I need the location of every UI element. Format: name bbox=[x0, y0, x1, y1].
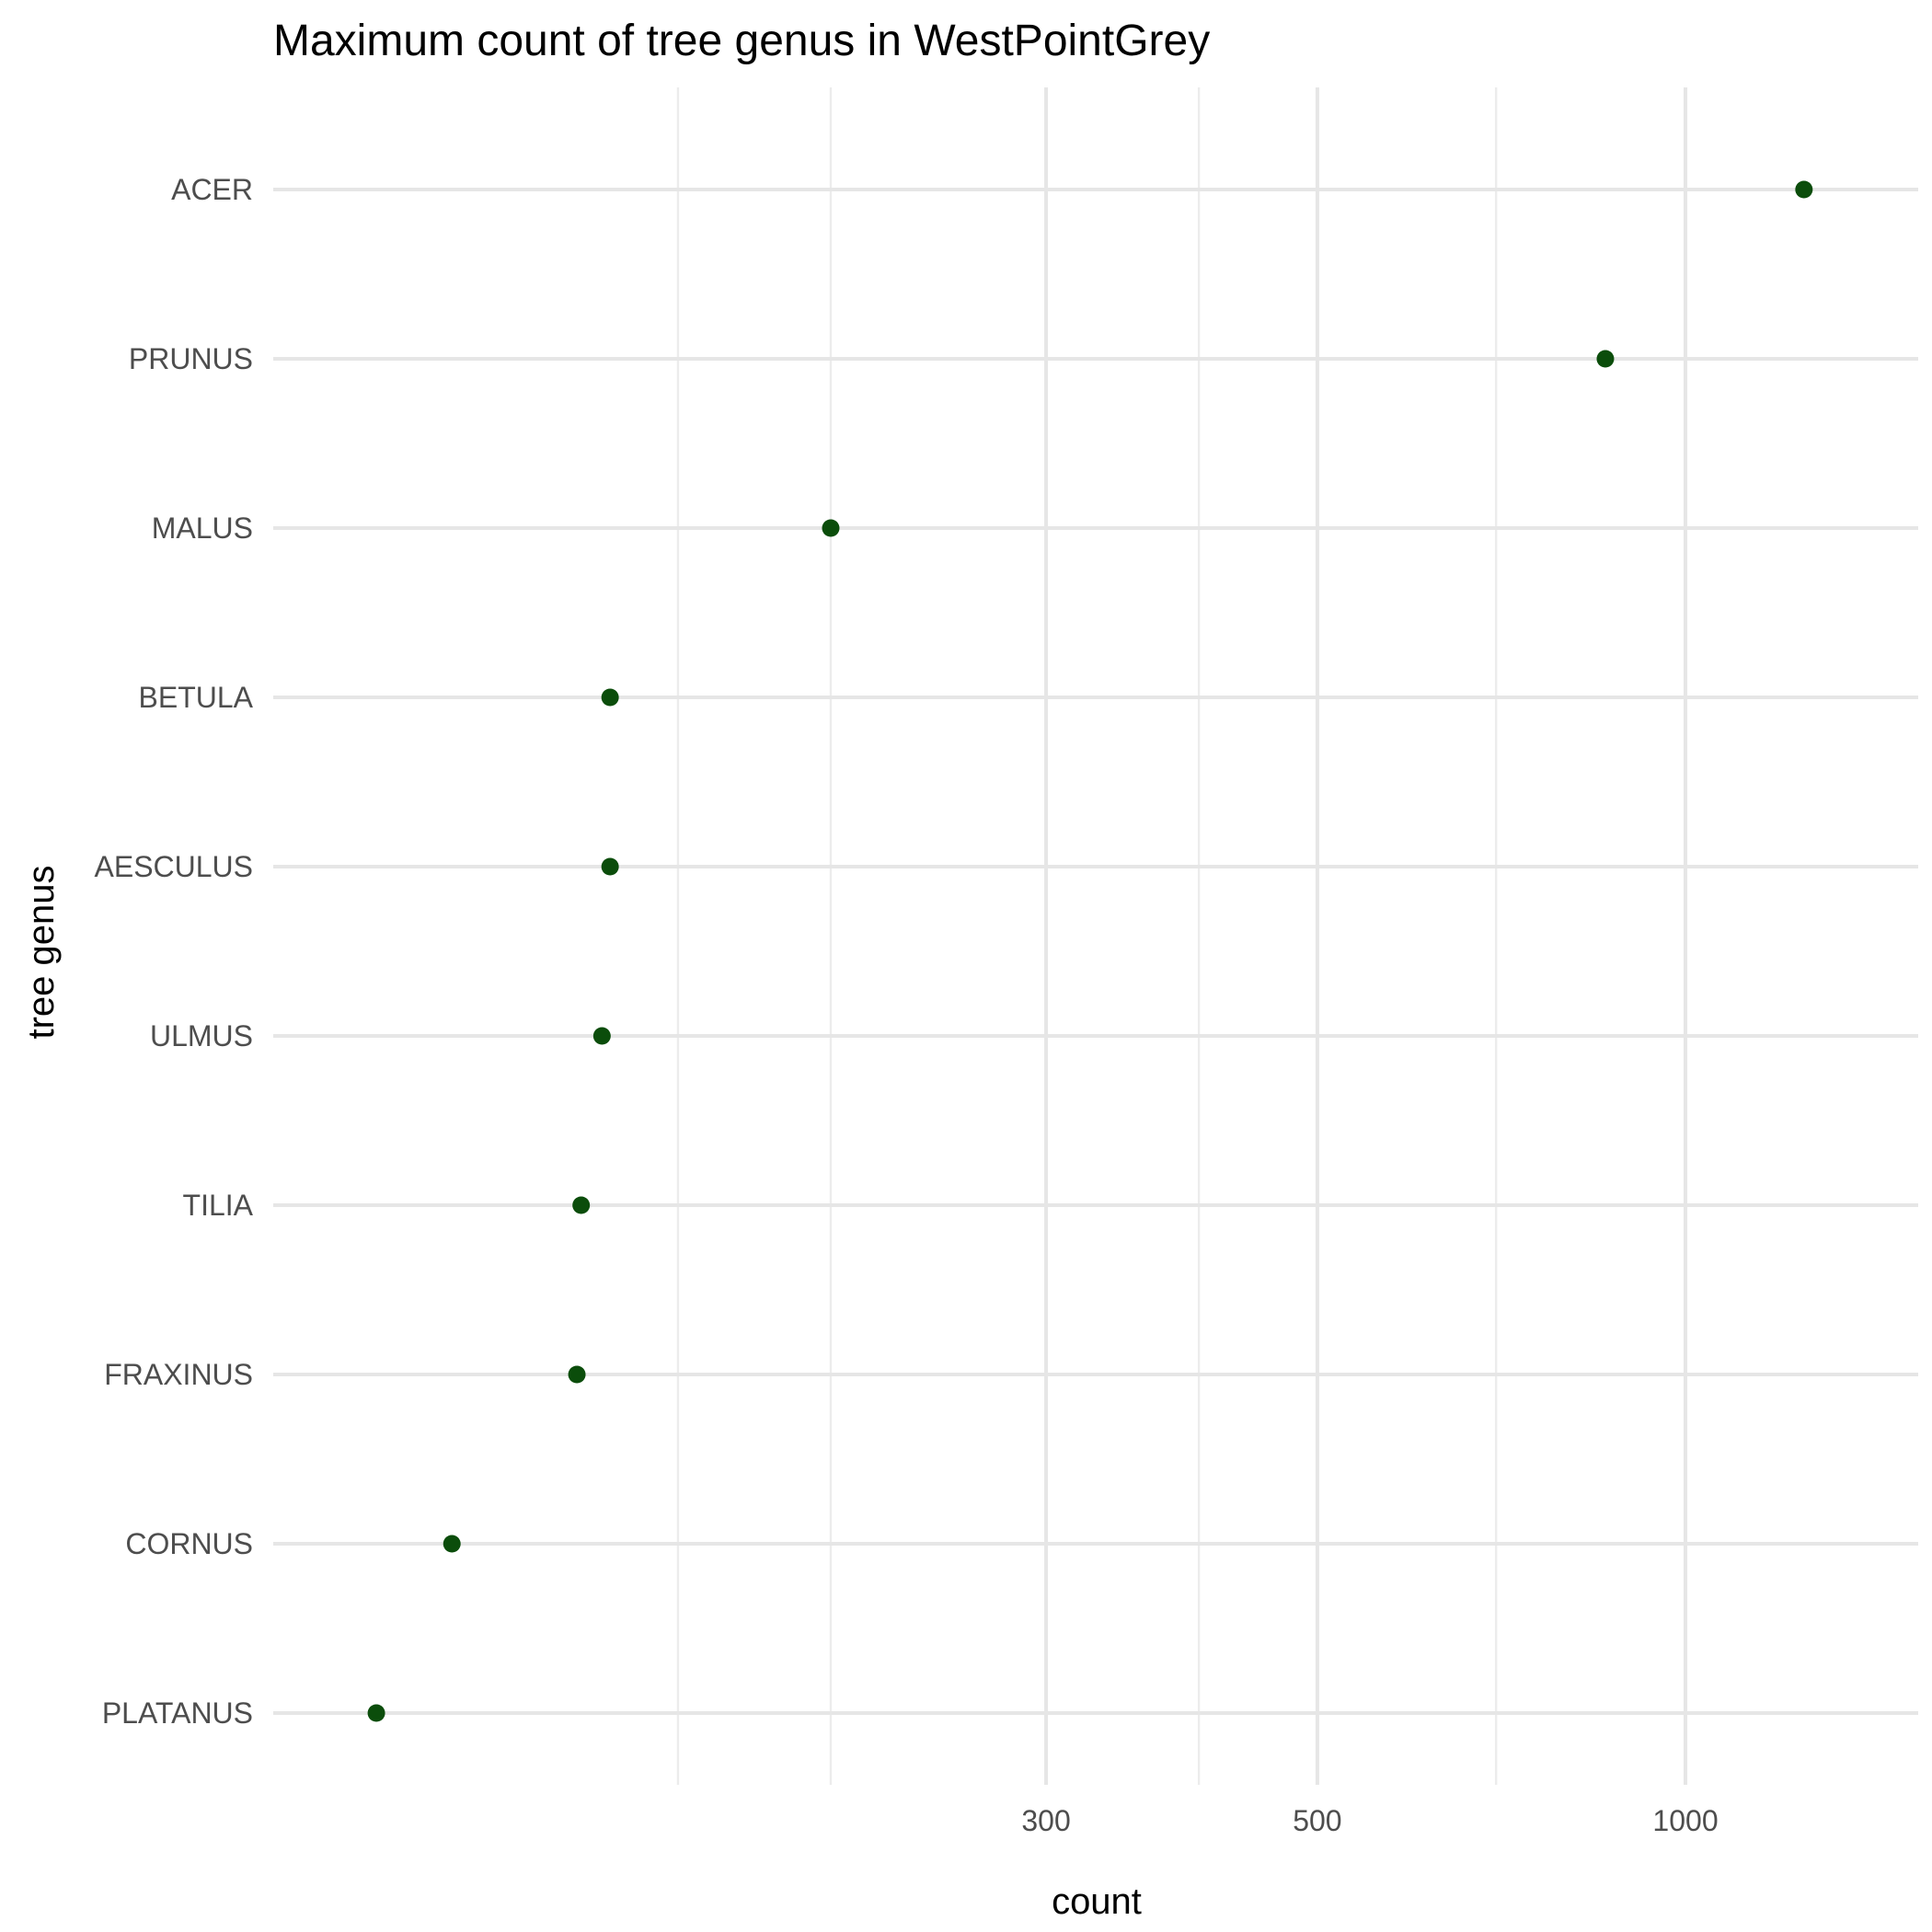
data-point bbox=[601, 857, 619, 876]
x-tick-label: 1000 bbox=[1652, 1804, 1718, 1837]
x-tick-labels: 300 500 1000 bbox=[1021, 1804, 1718, 1837]
data-point bbox=[1795, 180, 1813, 199]
data-point bbox=[572, 1196, 591, 1214]
y-tick-label: PRUNUS bbox=[129, 342, 253, 375]
y-tick-label: ULMUS bbox=[150, 1019, 253, 1052]
y-tick-label: CORNUS bbox=[125, 1527, 253, 1560]
y-tick-labels: ACER PRUNUS MALUS BETULA AESCULUS ULMUS TILIA F… bbox=[95, 173, 254, 1730]
data-point bbox=[1596, 350, 1615, 368]
data-points bbox=[367, 180, 1813, 1722]
y-axis-title: tree genus bbox=[21, 865, 62, 1039]
y-tick-label: PLATANUS bbox=[102, 1696, 253, 1730]
data-point bbox=[601, 688, 619, 707]
y-tick-label: ACER bbox=[171, 173, 253, 206]
data-point bbox=[592, 1027, 611, 1045]
chart-title: Maximum count of tree genus in WestPoint… bbox=[273, 17, 1210, 65]
x-tick-label: 500 bbox=[1293, 1804, 1341, 1837]
x-axis-title: count bbox=[1052, 1881, 1142, 1922]
data-point bbox=[367, 1704, 385, 1722]
data-point bbox=[568, 1365, 586, 1384]
y-tick-label: TILIA bbox=[183, 1189, 254, 1222]
y-tick-label: FRAXINUS bbox=[104, 1358, 253, 1391]
y-tick-label: AESCULUS bbox=[95, 850, 254, 883]
y-tick-label: MALUS bbox=[152, 512, 253, 545]
y-tick-label: BETULA bbox=[139, 681, 254, 714]
grid-lines bbox=[273, 87, 1918, 1785]
data-point bbox=[443, 1535, 461, 1553]
x-tick-label: 300 bbox=[1021, 1804, 1070, 1837]
data-point bbox=[822, 519, 840, 537]
